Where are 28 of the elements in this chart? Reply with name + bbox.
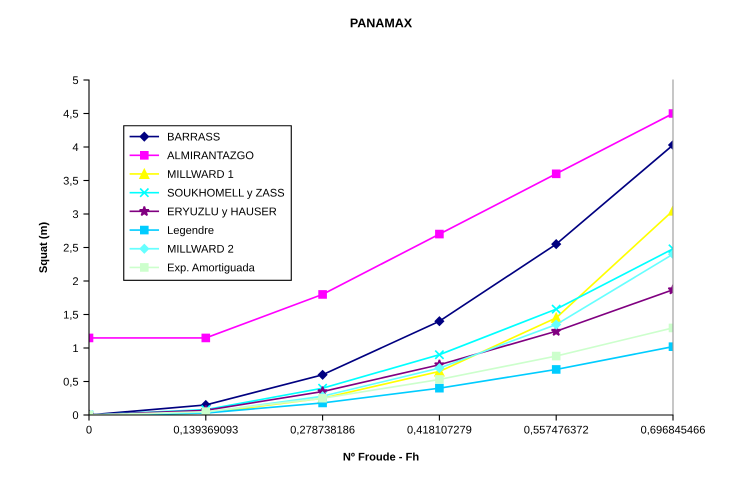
y-tick-label: 3 — [72, 210, 78, 218]
legend-label: MILLWARD 2 — [168, 244, 234, 253]
x-tick-label: 0,557476372 — [524, 426, 588, 435]
legend-label: ERYUZLU y HAUSER — [168, 207, 276, 218]
y-tick-label: 0 — [72, 411, 78, 420]
y-tick-label: 1 — [73, 344, 78, 352]
y-tick-label: 0,5 — [64, 378, 78, 387]
chart-title: PANAMAX — [350, 18, 412, 28]
y-tick-label: 1,5 — [64, 310, 78, 320]
y-tick-label: 5 — [72, 76, 78, 84]
y-tick-label: 2,5 — [64, 244, 78, 253]
x-axis-title: Nº Froude - Fh — [344, 452, 418, 461]
y-tick-label: 4,5 — [63, 110, 78, 119]
y-tick-label: 3,5 — [64, 176, 78, 186]
legend-label: ALMIRANTAZGO — [167, 151, 254, 160]
legend-label: BARRASS — [168, 132, 220, 141]
x-tick-label: 0 — [86, 426, 92, 434]
x-tick-label: 0,418107279 — [407, 426, 472, 435]
y-axis-title: Squat (m) — [38, 222, 50, 273]
x-tick-label: 0,696845466 — [640, 426, 705, 435]
x-tick-label: 0,139369093 — [174, 426, 238, 435]
legend-label: Exp. Amortiguada — [168, 263, 255, 274]
legend-label: MILLWARD 1 — [168, 170, 234, 178]
legend-label: SOUKHOMELL y ZASS — [168, 188, 284, 199]
y-tick-label: 2 — [72, 277, 78, 286]
y-tick-label: 4 — [72, 143, 78, 152]
x-tick-label: 0,278738186 — [290, 426, 355, 435]
legend-label: Legendre — [168, 226, 214, 236]
